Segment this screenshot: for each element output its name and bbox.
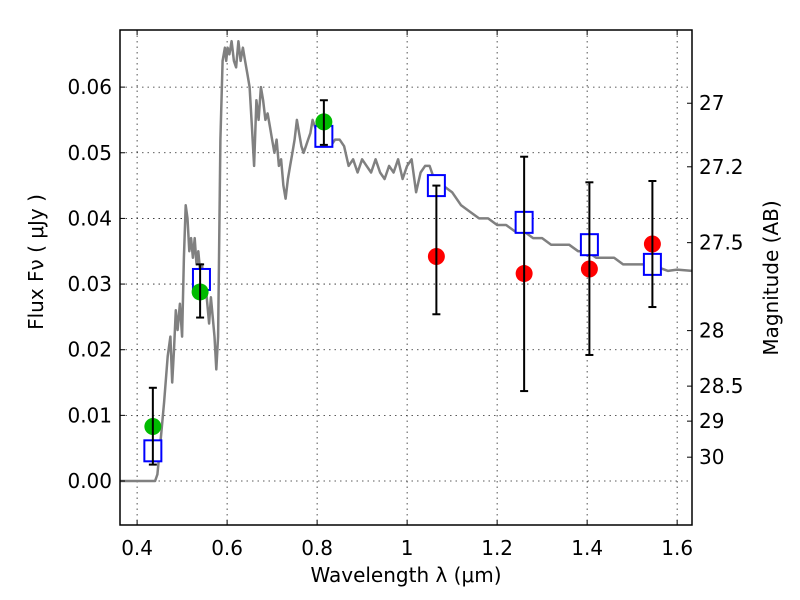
y-tick-label: 0.04 xyxy=(67,206,112,230)
error-bar xyxy=(648,179,657,309)
y-tick-label: 0.05 xyxy=(67,141,112,165)
spectrum-layer xyxy=(120,39,693,483)
y-tick-label: 0.01 xyxy=(67,403,112,427)
x-tick-label: 1.4 xyxy=(571,536,603,560)
plot-frame xyxy=(119,29,693,526)
mag-tick-label: 27 xyxy=(699,91,724,115)
error-bar xyxy=(319,99,328,146)
right-axis-label: Magnitude (AB) xyxy=(759,200,783,355)
x-tick-label: 1 xyxy=(401,536,414,560)
y-tick-label: 0.00 xyxy=(67,469,112,493)
x-axis-label: Wavelength λ (μm) xyxy=(310,563,501,587)
error-bar xyxy=(148,386,157,466)
x-tick-label: 0.4 xyxy=(121,536,153,560)
mag-tick-label: 29 xyxy=(699,409,724,433)
error-bar xyxy=(520,155,529,393)
x-tick-label: 0.8 xyxy=(301,536,333,560)
mag-tick-label: 27.5 xyxy=(699,231,744,255)
grid-layer xyxy=(120,30,692,525)
mag-tick-label: 28.5 xyxy=(699,374,744,398)
y-tick-label: 0.06 xyxy=(67,75,112,99)
mag-tick-label: 30 xyxy=(699,445,724,469)
y-tick-label: 0.03 xyxy=(67,272,112,296)
mag-tick-label: 28 xyxy=(699,319,724,343)
x-tick-label: 1.6 xyxy=(661,536,693,560)
marker-layer xyxy=(143,99,662,466)
x-tick-label: 0.6 xyxy=(211,536,243,560)
error-bar xyxy=(432,184,441,316)
model-spectrum-line xyxy=(120,39,693,483)
y-axis-label: Flux Fν ( μJy ) xyxy=(24,194,48,330)
error-bar xyxy=(585,181,594,356)
error-bar xyxy=(196,263,205,319)
mag-tick-label: 27.2 xyxy=(699,155,744,179)
y-tick-label: 0.02 xyxy=(67,338,112,362)
tick-layer: 0.4 0.6 0.8 1 1.2 1.4 1.6 0.00 0.01 0.02 0.03 0.04 0… xyxy=(67,30,744,560)
x-tick-label: 1.2 xyxy=(481,536,513,560)
